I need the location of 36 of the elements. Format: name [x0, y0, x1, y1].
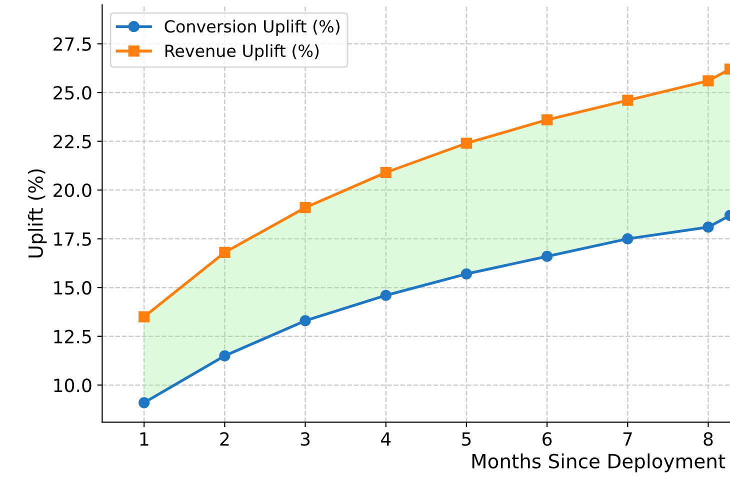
- y-tick-label: 15.0: [54, 281, 92, 295]
- point: [542, 114, 553, 126]
- y-axis-title: Uplift (%): [28, 169, 47, 258]
- x-tick-label: 3: [300, 432, 310, 446]
- point: [219, 246, 230, 258]
- x-tick-label: 5: [462, 432, 471, 446]
- x-tick-label: 2: [220, 432, 229, 446]
- point: [460, 138, 472, 149]
- point: [380, 290, 392, 301]
- x-tick-label: 8: [704, 432, 713, 446]
- y-tick-label: 22.5: [54, 134, 91, 148]
- point: [219, 350, 230, 362]
- point: [622, 94, 634, 106]
- y-tick-label: 25.0: [54, 86, 92, 100]
- point: [138, 397, 150, 408]
- x-tick-label: 7: [623, 432, 632, 446]
- y-tick-label: 10.0: [54, 378, 92, 392]
- point: [300, 315, 311, 326]
- legend-label: Revenue Uplift (%): [166, 44, 319, 60]
- point: [460, 268, 472, 280]
- point: [300, 202, 311, 214]
- x-tick-label: 6: [542, 432, 552, 446]
- legend-label: Conversion Uplift (%): [164, 20, 340, 36]
- point: [702, 222, 714, 233]
- point: [380, 166, 392, 178]
- y-tick-label: 12.5: [54, 330, 91, 344]
- x-tick-label: 4: [381, 432, 391, 446]
- x-tick-label: 1: [140, 432, 148, 446]
- point: [542, 250, 553, 262]
- y-tick-label: 17.5: [54, 232, 91, 246]
- point: [138, 311, 150, 322]
- point: [622, 233, 634, 244]
- point: [702, 75, 714, 86]
- y-tick-label: 27.5: [54, 37, 91, 51]
- y-tick-label: 20.0: [54, 184, 92, 198]
- x-axis-title: Months Since Deployment: [472, 453, 726, 472]
